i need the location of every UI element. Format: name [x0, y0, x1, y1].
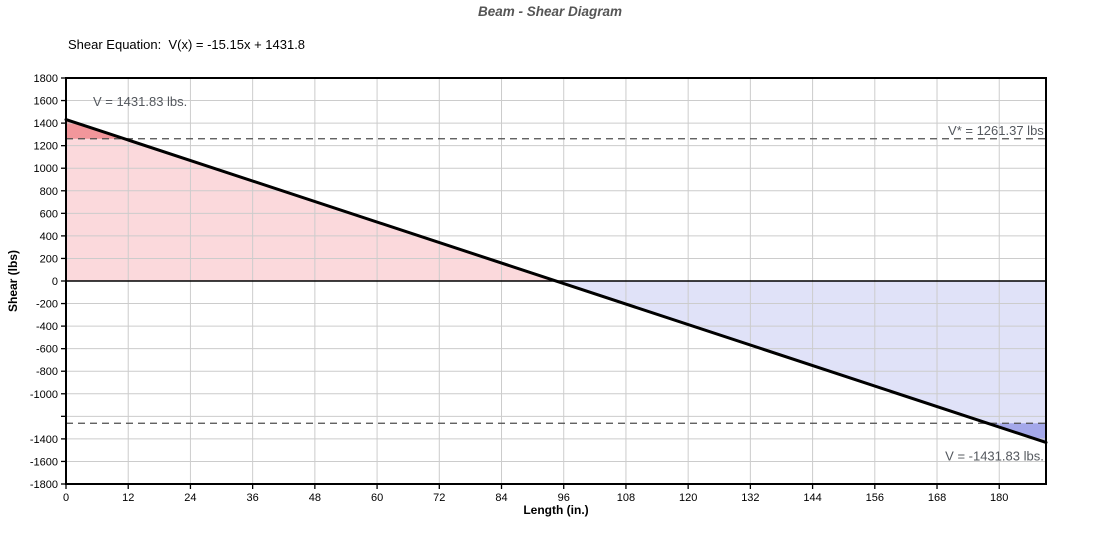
x-tick-label: 132 — [741, 492, 759, 504]
negative-exceed-region — [987, 423, 1046, 443]
x-tick-label: 108 — [617, 492, 635, 504]
y-tick-label: -800 — [36, 366, 58, 378]
value-annotation: V = -1431.83 lbs. — [945, 448, 1044, 463]
x-tick-label: 144 — [803, 492, 821, 504]
x-tick-label: 60 — [371, 492, 383, 504]
page-title: Beam - Shear Diagram — [477, 4, 623, 19]
y-tick-label: 200 — [40, 253, 58, 265]
shear-equation-label: Shear Equation: V(x) = -15.15x + 1431.8 — [68, 37, 306, 52]
x-tick-label: 72 — [433, 492, 445, 504]
y-tick-label: -1600 — [30, 456, 58, 468]
y-tick-label: 1600 — [34, 96, 58, 108]
y-axis-title: Shear (lbs) — [6, 250, 20, 312]
y-tick-label: -1400 — [30, 434, 58, 446]
y-tick-label: 1000 — [34, 163, 58, 175]
y-tick-label: 600 — [40, 208, 58, 220]
x-tick-label: 12 — [122, 492, 134, 504]
value-annotation: V = 1431.83 lbs. — [93, 94, 187, 109]
y-tick-label: -400 — [36, 321, 58, 333]
y-tick-label: -1000 — [30, 389, 58, 401]
x-tick-label: 120 — [679, 492, 697, 504]
y-tick-label: 1200 — [34, 141, 58, 153]
x-tick-label: 84 — [495, 492, 507, 504]
shear-line — [64, 118, 1048, 444]
y-tick-label: -200 — [36, 299, 58, 311]
x-tick-label: 48 — [309, 492, 321, 504]
x-tick-label: 180 — [990, 492, 1008, 504]
x-tick-label: 156 — [866, 492, 884, 504]
y-tick-label: 1400 — [34, 118, 58, 130]
x-tick-label: 36 — [247, 492, 259, 504]
y-tick-label: -1800 — [30, 479, 58, 491]
x-tick-label: 96 — [558, 492, 570, 504]
y-tick-label: 400 — [40, 231, 58, 243]
x-tick-label: 0 — [63, 492, 69, 504]
y-tick-label: 1800 — [34, 73, 58, 85]
y-tick-label: 0 — [52, 276, 58, 288]
x-axis-title: Length (in.) — [523, 503, 588, 517]
y-tick-label: -600 — [36, 344, 58, 356]
value-annotation: V* = 1261.37 lbs — [948, 123, 1044, 138]
x-tick-label: 168 — [928, 492, 946, 504]
y-tick-label: 800 — [40, 186, 58, 198]
x-tick-label: 24 — [184, 492, 196, 504]
